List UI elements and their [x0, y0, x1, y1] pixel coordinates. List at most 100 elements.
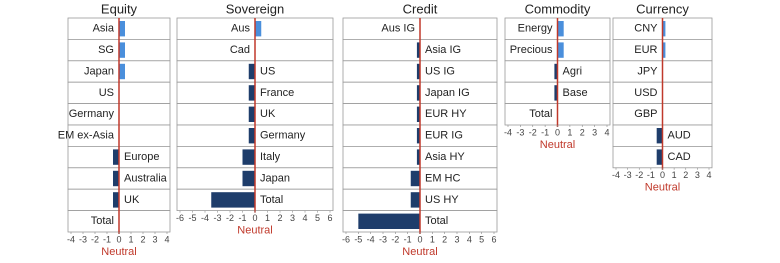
category-label: Total — [260, 194, 283, 206]
bar — [416, 63, 420, 80]
category-label: Europe — [124, 151, 159, 163]
category-label: CAD — [668, 151, 691, 163]
x-tick-label: -3 — [516, 127, 524, 137]
category-label: Agri — [563, 65, 583, 77]
x-tick-label: -2 — [635, 170, 643, 180]
axis-label: Neutral — [645, 182, 680, 194]
category-label: Japan — [260, 172, 290, 184]
category-label: EM ex-Asia — [58, 130, 115, 142]
x-tick-label: 2 — [683, 170, 688, 180]
x-tick-label: 4 — [164, 234, 169, 244]
x-tick-label: -4 — [504, 127, 512, 137]
panel-title: Equity — [101, 1, 138, 16]
bar — [416, 106, 420, 122]
category-label: Aus IG — [381, 23, 415, 35]
category-label: Cad — [230, 44, 250, 56]
bar — [416, 85, 420, 101]
bar — [248, 63, 255, 80]
axis-label: Neutral — [540, 139, 575, 151]
x-tick-label: -2 — [529, 127, 537, 137]
bar — [113, 192, 119, 208]
category-label: UK — [260, 108, 276, 120]
bar — [554, 85, 558, 101]
category-label: Germany — [69, 108, 115, 120]
x-tick-label: 4 — [706, 170, 711, 180]
x-tick-label: 4 — [604, 127, 609, 137]
x-tick-label: 2 — [442, 234, 447, 244]
x-tick-label: 0 — [660, 170, 665, 180]
x-tick-label: -1 — [647, 170, 655, 180]
x-tick-label: -4 — [67, 234, 75, 244]
category-label: USD — [634, 87, 657, 99]
category-label: Total — [91, 215, 114, 227]
bar — [416, 128, 420, 144]
bar — [119, 63, 125, 80]
x-tick-label: -4 — [201, 213, 209, 223]
x-tick-label: 5 — [479, 234, 484, 244]
category-label: UK — [124, 194, 140, 206]
bar — [557, 42, 564, 58]
category-label: Asia HY — [425, 151, 465, 163]
x-tick-label: -2 — [91, 234, 99, 244]
category-label: US IG — [425, 65, 455, 77]
x-tick-label: -5 — [354, 234, 362, 244]
axis-label: Neutral — [101, 246, 136, 258]
bar — [113, 149, 119, 165]
bar — [662, 42, 666, 58]
bar — [662, 21, 666, 37]
x-tick-label: -1 — [238, 213, 246, 223]
x-tick-label: 1 — [430, 234, 435, 244]
bar — [248, 85, 255, 101]
x-tick-label: 2 — [580, 127, 585, 137]
x-tick-label: 3 — [454, 234, 459, 244]
x-tick-label: 0 — [252, 213, 257, 223]
bar — [255, 21, 262, 37]
panel-title: Sovereign — [226, 1, 285, 16]
bar — [656, 128, 663, 144]
bar — [554, 63, 558, 80]
x-tick-label: -1 — [541, 127, 549, 137]
x-tick-label: -4 — [367, 234, 375, 244]
x-tick-label: 6 — [491, 234, 496, 244]
x-tick-label: 0 — [555, 127, 560, 137]
category-label: Total — [529, 108, 552, 120]
panel-title: Currency — [636, 1, 689, 16]
bar — [557, 21, 564, 37]
x-tick-label: 1 — [128, 234, 133, 244]
bar — [242, 170, 255, 187]
panel-title: Credit — [403, 1, 438, 16]
category-label: Asia IG — [425, 44, 461, 56]
category-label: France — [260, 87, 294, 99]
x-tick-label: 4 — [302, 213, 307, 223]
category-label: US — [99, 87, 114, 99]
category-label: Germany — [260, 130, 306, 142]
panel-title: Commodity — [525, 1, 591, 16]
bar — [119, 21, 125, 37]
x-tick-label: 1 — [265, 213, 270, 223]
category-label: EUR IG — [425, 130, 463, 142]
category-label: Asia — [93, 23, 115, 35]
x-tick-label: -1 — [103, 234, 111, 244]
x-tick-label: -1 — [404, 234, 412, 244]
category-label: CNY — [634, 23, 658, 35]
bar — [211, 192, 255, 208]
category-label: AUD — [668, 130, 691, 142]
category-label: Precious — [510, 44, 553, 56]
x-tick-label: -6 — [176, 213, 184, 223]
bar — [410, 192, 420, 208]
x-tick-label: -2 — [226, 213, 234, 223]
category-label: US — [260, 65, 275, 77]
x-tick-label: 2 — [140, 234, 145, 244]
x-tick-label: -2 — [391, 234, 399, 244]
category-label: JPY — [637, 65, 658, 77]
x-tick-label: 0 — [417, 234, 422, 244]
bar — [248, 128, 255, 144]
x-tick-label: 3 — [592, 127, 597, 137]
x-tick-label: 0 — [116, 234, 121, 244]
category-label: GBP — [634, 108, 657, 120]
bar — [242, 149, 255, 165]
category-label: EM HC — [425, 172, 461, 184]
x-tick-label: 3 — [695, 170, 700, 180]
axis-label: Neutral — [237, 225, 272, 237]
